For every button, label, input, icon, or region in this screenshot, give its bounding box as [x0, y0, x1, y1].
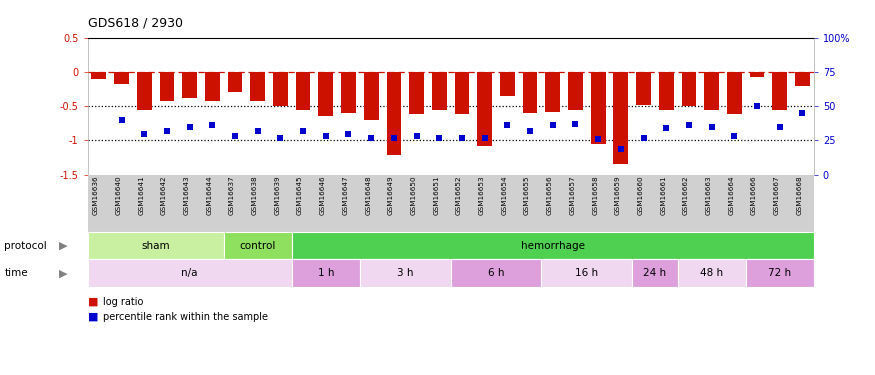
Text: GSM16653: GSM16653	[479, 176, 485, 215]
Bar	[636, 72, 651, 105]
Text: GSM16645: GSM16645	[298, 176, 303, 215]
Text: GSM16639: GSM16639	[275, 176, 280, 215]
Bar	[704, 72, 719, 110]
Text: ▶: ▶	[59, 268, 67, 278]
Bar	[273, 72, 288, 106]
Text: GSM16643: GSM16643	[184, 176, 190, 215]
Bar	[250, 72, 265, 100]
Text: GSM16668: GSM16668	[796, 176, 802, 215]
Bar	[88, 260, 291, 287]
Bar	[136, 72, 151, 110]
Text: control: control	[240, 241, 276, 251]
Bar	[88, 232, 224, 260]
Text: GSM16655: GSM16655	[524, 176, 530, 215]
Bar	[727, 72, 742, 114]
Bar	[291, 260, 360, 287]
Text: GSM16636: GSM16636	[93, 176, 99, 215]
Bar	[746, 260, 814, 287]
Bar	[522, 72, 537, 113]
Bar	[182, 72, 197, 98]
Bar	[228, 72, 242, 92]
Text: 3 h: 3 h	[397, 268, 414, 278]
Bar	[205, 72, 220, 100]
Bar	[341, 72, 356, 113]
Bar	[455, 72, 469, 114]
Bar	[318, 72, 333, 116]
Bar	[296, 72, 311, 110]
Text: GSM16661: GSM16661	[661, 176, 666, 215]
Text: GSM16667: GSM16667	[774, 176, 780, 215]
Text: GSM16649: GSM16649	[388, 176, 394, 215]
Text: GSM16646: GSM16646	[319, 176, 326, 215]
Text: GSM16664: GSM16664	[728, 176, 734, 215]
Text: 24 h: 24 h	[643, 268, 667, 278]
Text: GSM16654: GSM16654	[501, 176, 507, 215]
Text: GSM16650: GSM16650	[410, 176, 416, 215]
Text: GSM16659: GSM16659	[615, 176, 621, 215]
Text: GSM16638: GSM16638	[252, 176, 258, 215]
Bar	[432, 72, 446, 110]
Bar	[387, 72, 402, 156]
Bar	[659, 72, 674, 110]
Text: n/a: n/a	[181, 268, 198, 278]
Text: GSM16648: GSM16648	[365, 176, 371, 215]
Bar	[682, 72, 696, 106]
Bar	[224, 232, 291, 260]
Text: GSM16647: GSM16647	[342, 176, 348, 215]
Text: GSM16641: GSM16641	[138, 176, 144, 215]
Text: hemorrhage: hemorrhage	[521, 241, 584, 251]
Bar	[291, 232, 814, 260]
Text: 1 h: 1 h	[318, 268, 334, 278]
Bar	[568, 72, 583, 110]
Bar	[410, 72, 424, 114]
Text: log ratio: log ratio	[103, 297, 144, 307]
Bar	[92, 72, 106, 79]
Bar	[114, 72, 129, 84]
Text: GSM16637: GSM16637	[229, 176, 235, 215]
Text: GSM16657: GSM16657	[570, 176, 576, 215]
Bar	[451, 260, 542, 287]
Bar	[360, 260, 451, 287]
Text: percentile rank within the sample: percentile rank within the sample	[103, 312, 269, 322]
Text: GSM16666: GSM16666	[751, 176, 757, 215]
Text: GSM16644: GSM16644	[206, 176, 213, 215]
Text: GDS618 / 2930: GDS618 / 2930	[88, 17, 183, 30]
Text: 6 h: 6 h	[487, 268, 504, 278]
Bar	[613, 72, 628, 164]
Text: GSM16660: GSM16660	[638, 176, 643, 215]
Text: GSM16640: GSM16640	[116, 176, 122, 215]
Text: GSM16642: GSM16642	[161, 176, 167, 215]
Bar	[750, 72, 765, 77]
Text: sham: sham	[141, 241, 170, 251]
Text: ■: ■	[88, 312, 98, 322]
Text: GSM16663: GSM16663	[705, 176, 711, 215]
Bar	[677, 260, 746, 287]
Bar	[795, 72, 809, 86]
Bar	[773, 72, 788, 110]
Text: GSM16652: GSM16652	[456, 176, 462, 215]
Text: ■: ■	[88, 297, 98, 307]
Bar	[477, 72, 492, 146]
Text: GSM16658: GSM16658	[592, 176, 598, 215]
Bar	[591, 72, 605, 144]
Text: protocol: protocol	[4, 241, 47, 251]
Bar	[500, 72, 514, 96]
Text: ▶: ▶	[59, 241, 67, 251]
Bar	[545, 72, 560, 112]
Bar	[542, 260, 632, 287]
Text: 48 h: 48 h	[700, 268, 723, 278]
Bar	[364, 72, 379, 120]
Bar	[159, 72, 174, 100]
Text: 72 h: 72 h	[768, 268, 791, 278]
Text: time: time	[4, 268, 28, 278]
Text: GSM16656: GSM16656	[547, 176, 553, 215]
Text: 16 h: 16 h	[575, 268, 598, 278]
Bar	[632, 260, 677, 287]
Text: GSM16662: GSM16662	[682, 176, 689, 215]
Text: GSM16651: GSM16651	[433, 176, 439, 215]
